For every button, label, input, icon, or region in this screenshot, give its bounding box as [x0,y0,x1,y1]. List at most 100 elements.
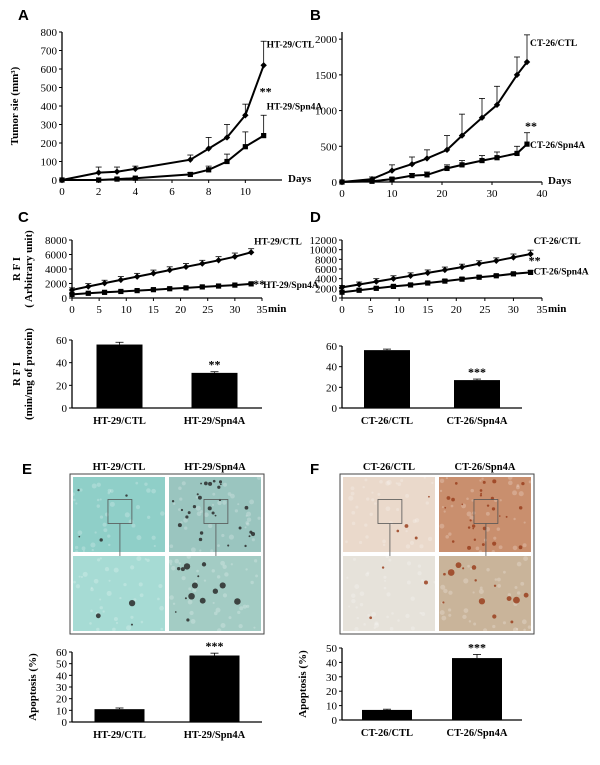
chart-b-point-ct-26-spn4a [459,162,465,168]
chart-e2-bar-ht-29-ctl [94,709,145,722]
micrograph-f-texture [365,572,370,577]
micrograph-f-stained-cell [451,497,455,502]
micrograph-e-texture [109,489,114,493]
micrograph-e-texture [119,596,122,600]
chart-d-point-ct-26-ctl [475,260,483,267]
chart-c2-y-tick-label: 0 [62,403,68,415]
micrograph-e-texture [178,486,182,491]
micrograph-e-texture [230,563,233,566]
micrograph-f-stained-cell [482,526,487,531]
micrograph-f-stained-cell [444,506,447,509]
micrograph-f-stained-cell [506,596,512,602]
micrograph-f-texture [469,515,474,520]
chart-c-x-tick-label: 5 [96,304,102,316]
micrograph-e-texture [245,514,248,517]
micrograph-f-texture [406,561,412,566]
chart-d-rfi-bar-ct26: 0 20 40 60 CT-26/CTL *** CT-26/Spn4A [326,341,522,427]
chart-c-point-ht-29-ctl [117,276,125,284]
micrograph-f-texture [386,592,391,597]
micrograph-f-texture [419,611,422,615]
chart-a-y-tick-label: 600 [41,64,58,76]
micrograph-f-texture [351,598,356,604]
chart-b-x-tick-label: 40 [537,188,549,200]
micrograph-f-texture [385,506,391,512]
chart-d-point-ct-26-ctl [510,254,517,261]
micrograph-f-texture [406,580,411,585]
chart-b-point-ct-26-ctl [523,58,531,66]
micrograph-e-texture [199,549,202,552]
chart-b-point-ct-26-ctl [478,114,486,121]
micrograph-e-texture [168,559,173,564]
micrograph-e-texture [151,535,156,540]
chart-d2-y-tick-label: 40 [326,362,338,374]
micrograph-e-label-treat: HT-29/Spn4A [184,462,246,473]
micrograph-f-stained-cell [442,601,445,604]
micrograph-e-texture [249,499,255,505]
micrograph-e-texture [159,605,164,611]
chart-e2-y-tick-label: 10 [56,705,68,717]
micrograph-e-texture [90,587,94,592]
chart-c2-y-axis-label-2: (min/mg of protein) [23,328,35,420]
micrograph-e-texture [234,509,239,513]
micrograph-f-texture [523,521,526,524]
micrograph-e-texture [181,481,186,486]
chart-d-series-line-ct-26-spn4a [341,271,531,294]
micrograph-e-texture [74,545,79,550]
chart-c-point-ht-29-ctl [182,263,190,271]
micrograph-e-texture [135,481,139,485]
micrograph-f-texture [396,508,400,512]
chart-e2-bar-ht-29-spn4a [189,655,240,722]
chart-a-y-tick-label: 0 [52,175,58,187]
chart-c-point-ht-29-ctl [215,257,222,264]
micrograph-e-texture [172,602,176,605]
micrograph-f-texture [355,606,358,609]
micrograph-f-texture [463,578,469,584]
micrograph-f-texture [513,517,516,521]
chart-f2-y-tick-label: 30 [326,672,338,684]
chart-d2-bar-ct-26-ctl [364,350,410,408]
micrograph-f-texture [382,543,386,547]
micrograph-f-texture [496,577,501,582]
micrograph-e-stained-cell [207,506,212,511]
micrograph-e-texture [238,623,243,629]
micrograph-e-texture [187,599,193,605]
micrograph-e-texture [192,587,197,593]
micrograph-e-texture [157,597,160,601]
micrograph-f-texture [493,498,498,502]
micrograph-f-stained-cell [513,596,520,604]
chart-c2-bar-ht-29-spn4a [191,372,238,408]
chart-d-series-label-ct-26-ctl: CT-26/CTL [534,237,581,247]
chart-d-point-ct-26-ctl [527,250,534,258]
micrograph-e-stained-cell [191,582,198,589]
chart-c-point-ht-29-spn4a [118,288,124,295]
micrograph-f-texture [445,476,449,480]
micrograph-f-texture [421,579,424,582]
micrograph-f-texture [470,567,473,570]
micrograph-f-texture [448,532,452,536]
chart-a-point-ht-29-ctl [132,165,139,173]
micrograph-e-texture [130,565,135,570]
micrograph-e-texture [215,607,221,613]
micrograph-f-image-ctl-zoom [343,556,435,631]
chart-c-series-line-ht-29-spn4a [71,282,252,296]
micrograph-f-texture [516,561,522,567]
micrograph-f-texture [479,479,482,482]
chart-d-point-ct-26-ctl [407,272,414,279]
chart-c-rfi-ht29: 0 2000 4000 6000 8000 0 5 10 15 20 25 30 35 min R F I(… [11,230,319,316]
chart-d-point-ct-26-ctl [424,269,431,277]
micrograph-panel-e: HT-29/CTL HT-29/Spn4A [69,462,265,635]
micrograph-f-texture [512,490,518,496]
chart-c-x-axis-label: min [268,303,286,315]
micrograph-f-texture [498,545,503,550]
micrograph-f-texture [478,588,484,595]
chart-c-x-tick-label: 30 [229,304,241,316]
micrograph-e-texture [222,564,227,569]
micrograph-f-stained-cell [518,506,523,510]
micrograph-e-texture [212,601,215,605]
chart-c-y-axis-label-2: ( Arbitrary unit) [23,230,35,308]
micrograph-e-texture [172,502,176,505]
micrograph-f-texture [471,499,474,502]
chart-b-series-line-ct-26-ctl [341,61,528,183]
micrograph-e-stained-cell [188,592,195,600]
